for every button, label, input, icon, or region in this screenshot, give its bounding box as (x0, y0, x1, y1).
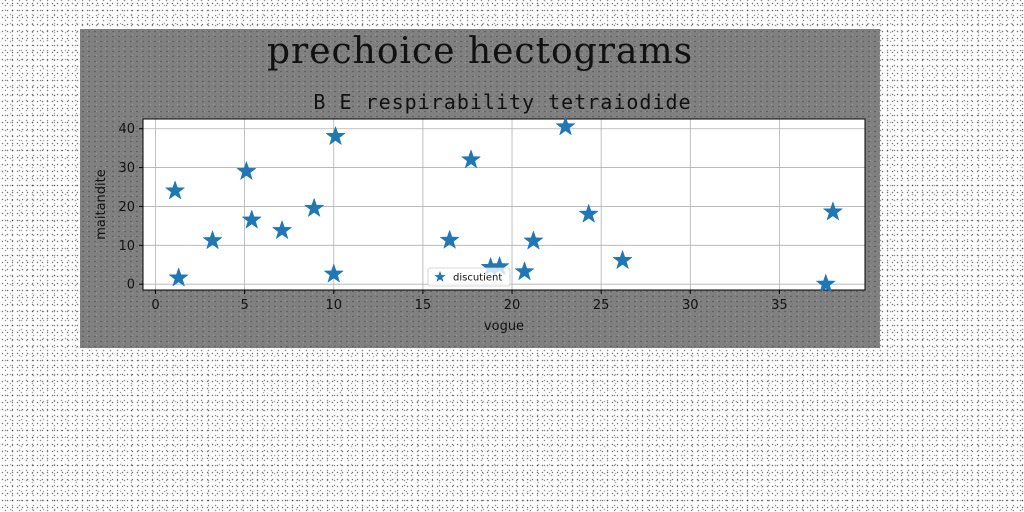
x-tick-label: 5 (240, 298, 248, 313)
x-tick-label: 35 (771, 298, 788, 313)
legend-label: discutient (453, 273, 502, 284)
chart-figure: prechoice hectograms B E respirability t… (80, 29, 880, 348)
y-tick-label: 40 (118, 122, 135, 137)
y-tick-label: 10 (118, 239, 135, 254)
y-tick-label: 20 (118, 200, 135, 215)
x-tick-label: 20 (504, 298, 521, 313)
x-tick-label: 15 (415, 298, 432, 313)
scatter-plot: 0 5 10 15 20 25 30 35 0 10 20 30 40 vogue maitandite di… (80, 29, 880, 348)
y-tick-label: 0 (127, 278, 135, 293)
y-tick-label: 30 (118, 161, 135, 176)
x-axis-label: vogue (484, 319, 524, 334)
y-axis-label: maitandite (94, 169, 109, 240)
x-tick-label: 25 (593, 298, 610, 313)
x-tick-label: 10 (325, 298, 342, 313)
x-tick-label: 0 (151, 298, 159, 313)
x-tick-label: 30 (682, 298, 699, 313)
